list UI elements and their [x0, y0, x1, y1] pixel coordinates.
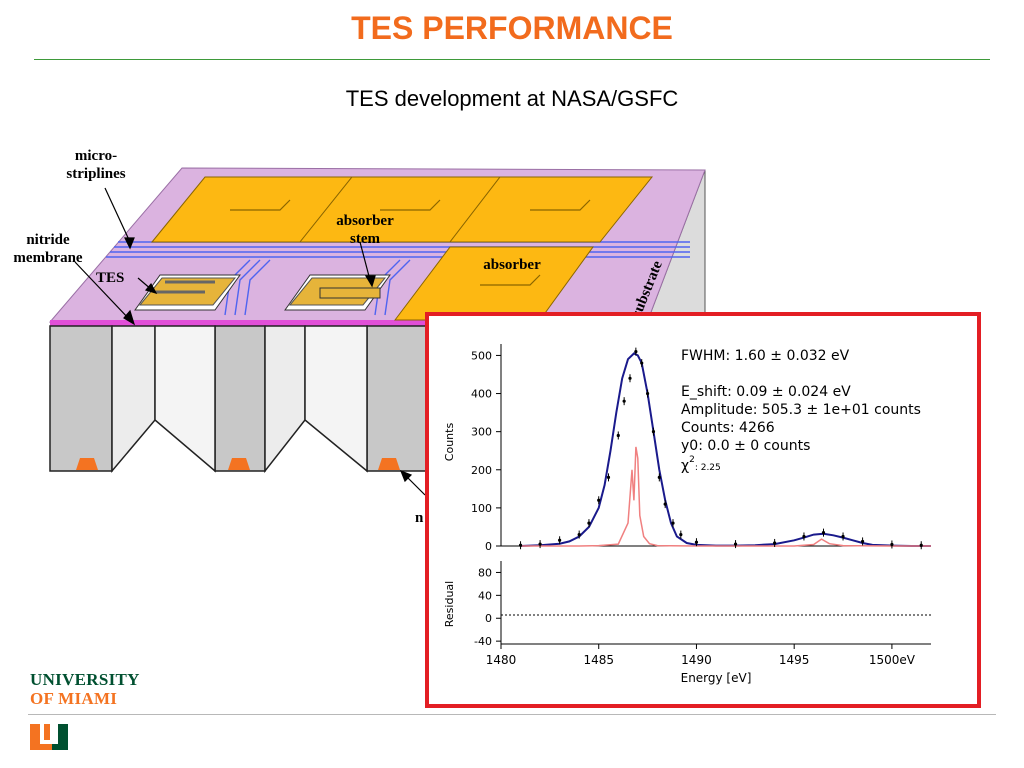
tes-device-diagram: micro- striplines nitride membrane TES a…: [13, 148, 706, 526]
data-point: [518, 543, 523, 547]
substrate-legs: [49, 325, 428, 474]
data-point: [733, 542, 738, 546]
x-tick-label: 1495: [779, 653, 810, 667]
data-point: [651, 430, 656, 434]
data-point: [919, 543, 923, 547]
data-point: [841, 534, 845, 539]
label-nitride-line1: nitride: [26, 232, 70, 248]
y-tick-label: 0: [485, 540, 492, 553]
data-point: [606, 475, 611, 479]
residual-tick-label: 0: [485, 612, 492, 625]
label-partial: n: [415, 510, 424, 526]
logo-university: UNIVERSITY: [30, 670, 140, 689]
y-tick-label: 300: [471, 426, 492, 439]
chi-annotation: χ2: 2.25: [681, 455, 721, 474]
x-tick-label: 1490: [681, 653, 712, 667]
data-point: [558, 538, 562, 542]
data-point: [634, 350, 638, 354]
label-micro-line1: micro-: [75, 148, 117, 164]
residual-tick-label: 40: [478, 589, 492, 602]
title-divider: [34, 59, 990, 60]
eshift-annotation: E_shift: 0.09 ± 0.024 eV: [681, 384, 851, 400]
y-axis-label-residual: Residual: [443, 581, 456, 627]
data-point: [616, 433, 620, 438]
data-point: [587, 521, 591, 525]
data-point: [821, 531, 826, 535]
slide-subtitle: TES development at NASA/GSFC: [345, 86, 679, 111]
spectrum-plot-frame: 1480 1485 1490 1495 1500eV 0 100 200 300 400 500 80…: [425, 312, 981, 708]
data-point: [694, 540, 699, 544]
x-tick-label: 1480: [486, 653, 517, 667]
natural-lines-curve: [520, 446, 931, 547]
label-absorber: absorber: [483, 257, 541, 273]
label-nitride-line2: membrane: [13, 250, 82, 266]
label-absorber-stem-line1: absorber: [336, 213, 394, 229]
data-point: [538, 542, 542, 546]
residual-tick-label: 80: [478, 566, 492, 579]
x-tick-label: 1485: [583, 653, 614, 667]
y-axis-label-counts: Counts: [443, 423, 456, 462]
y-tick-label: 500: [471, 349, 492, 362]
data-point: [645, 391, 650, 396]
counts-annotation: Counts: 4266: [681, 420, 775, 436]
data-point: [577, 532, 581, 537]
label-tes: TES: [96, 270, 124, 286]
data-point: [597, 498, 601, 502]
contact-pads: [76, 458, 400, 470]
footer-divider: [28, 714, 996, 715]
data-point: [679, 532, 683, 537]
data-point: [628, 376, 632, 380]
label-arrows: [74, 187, 426, 496]
spectrum-plot: 1480 1485 1490 1495 1500eV010020030040050080…: [443, 344, 931, 685]
y-tick-label: 400: [471, 388, 492, 401]
y-tick-label: 200: [471, 464, 492, 477]
data-point: [663, 502, 667, 506]
logo-of-miami: OF MIAMI: [30, 689, 118, 708]
data-point: [860, 539, 865, 544]
label-micro-line2: striplines: [66, 166, 125, 182]
data-point: [890, 542, 894, 547]
amplitude-annotation: Amplitude: 505.3 ± 1e+01 counts: [681, 402, 921, 418]
fwhm-annotation: FWHM: 1.60 ± 0.032 eV: [681, 348, 850, 364]
membrane-front-edge: [50, 320, 650, 326]
data-point: [671, 521, 675, 525]
y-tick-label: 100: [471, 502, 492, 515]
y0-annotation: y0: 0.0 ± 0 counts: [681, 438, 810, 454]
data-point: [657, 475, 661, 479]
x-tick-label: 1500eV: [869, 653, 916, 667]
label-absorber-stem-line2: stem: [350, 231, 380, 247]
data-point: [802, 534, 806, 539]
residual-tick-label: -40: [474, 635, 492, 648]
fit-curve: [520, 352, 931, 547]
data-point: [622, 399, 626, 403]
x-axis-label: Energy [eV]: [681, 671, 752, 685]
data-point: [773, 541, 777, 545]
miami-u-logo-icon: [30, 724, 68, 750]
data-point: [640, 361, 644, 365]
slide-title: TES PERFORMANCE: [351, 10, 673, 46]
absorber-stem-block: [319, 287, 381, 299]
